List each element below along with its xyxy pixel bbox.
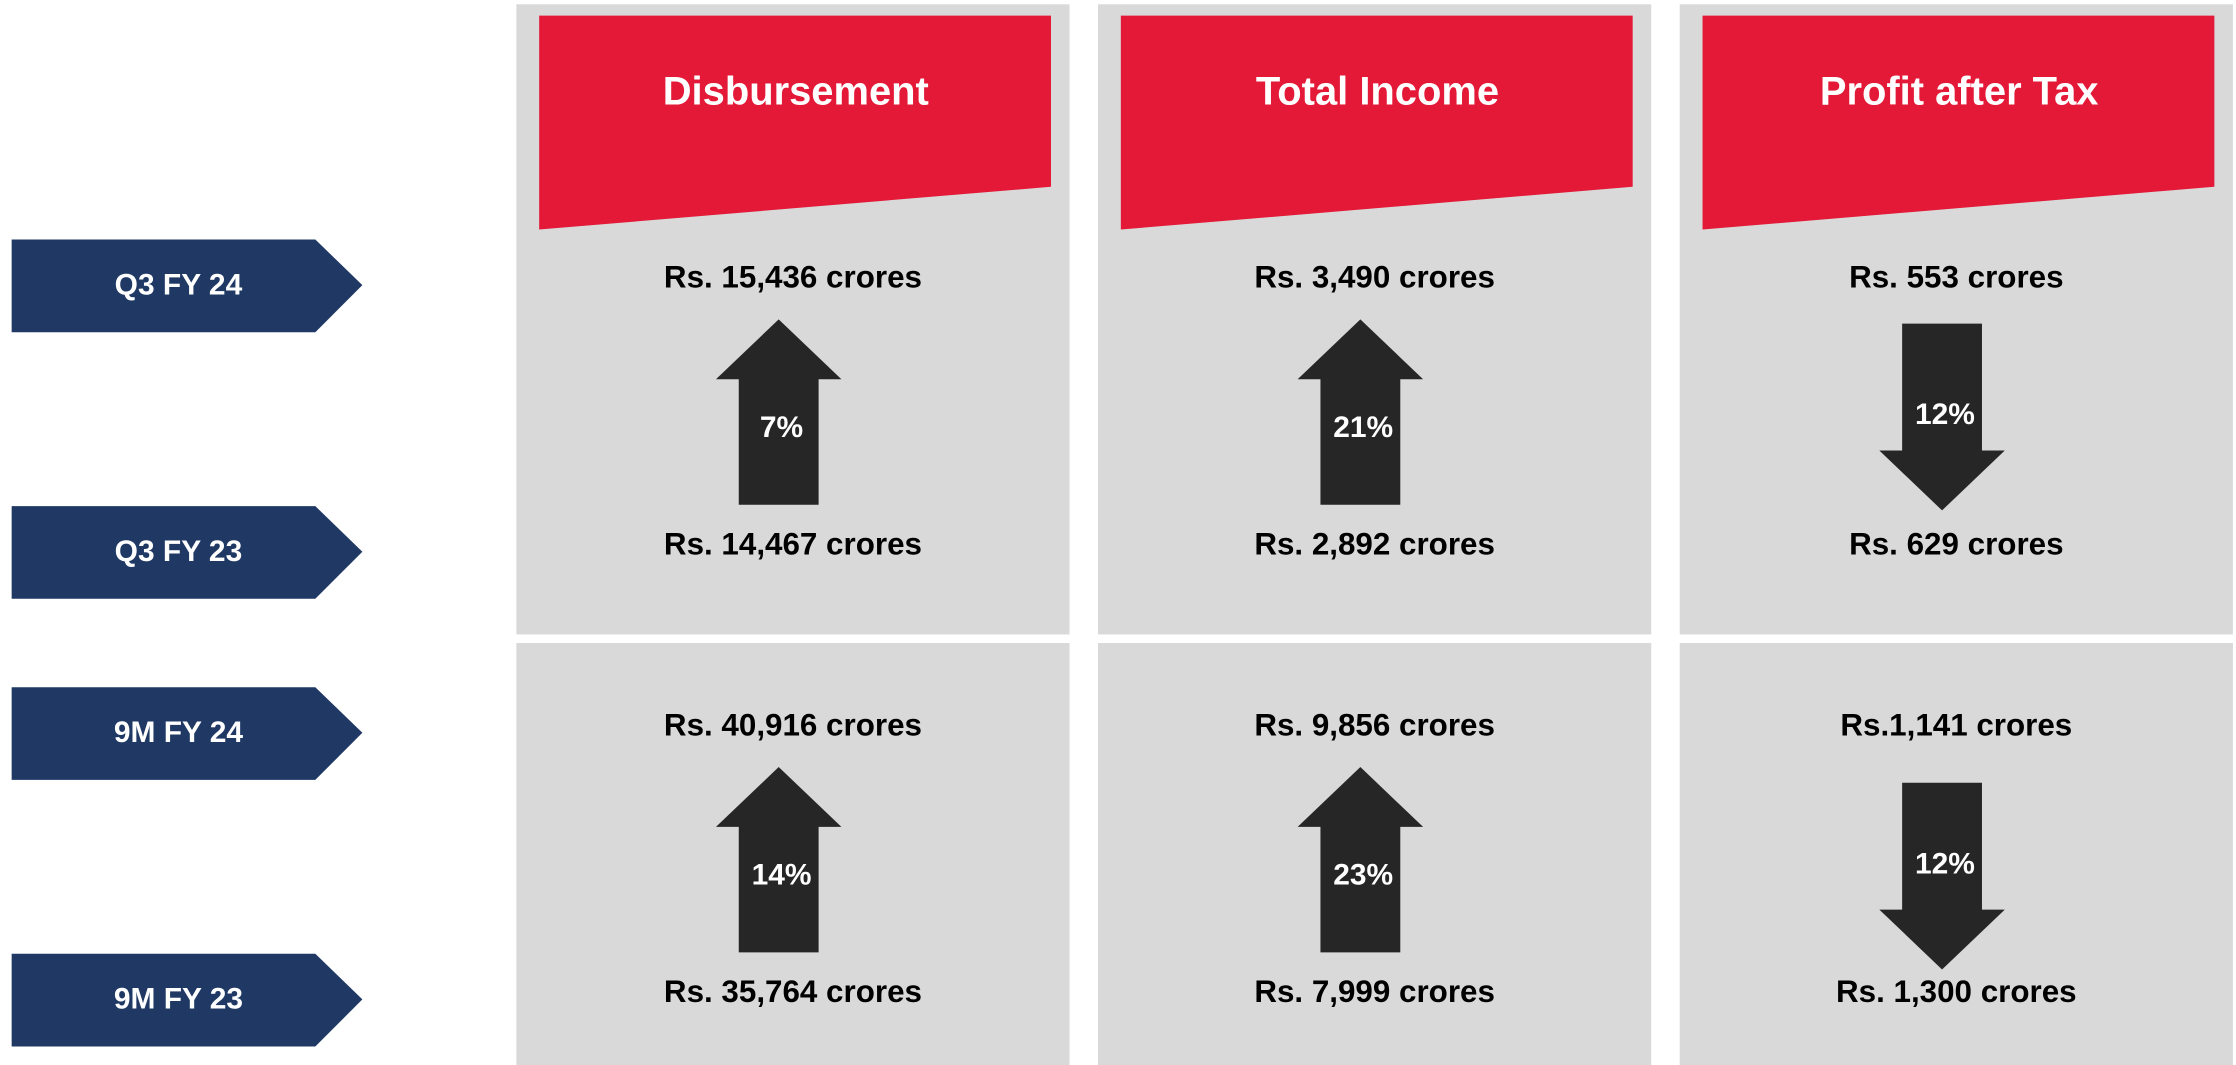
prior-value: Rs. 7,999 crores xyxy=(1254,974,1495,1009)
change-percent: 7% xyxy=(760,411,803,444)
column-title: Profit after Tax xyxy=(1820,70,2099,114)
prior-value: Rs. 1,300 crores xyxy=(1836,974,2077,1009)
current-value: Rs.1,141 crores xyxy=(1840,707,2072,742)
prior-value: Rs. 14,467 crores xyxy=(664,526,922,561)
row-label: Q3 FY 24 xyxy=(115,268,243,301)
change-arrow xyxy=(1297,319,1424,505)
row-label: Q3 FY 23 xyxy=(115,535,243,568)
change-arrow xyxy=(1879,323,2005,511)
current-value: Rs. 3,490 crores xyxy=(1254,260,1495,295)
current-value: Rs. 40,916 crores xyxy=(664,707,922,742)
row-label: 9M FY 23 xyxy=(114,983,243,1016)
change-percent: 21% xyxy=(1333,411,1393,444)
prior-value: Rs. 35,764 crores xyxy=(664,974,922,1009)
current-value: Rs. 15,436 crores xyxy=(664,260,922,295)
row-label-tag xyxy=(11,953,363,1047)
current-value: Rs. 9,856 crores xyxy=(1254,707,1495,742)
header-banner xyxy=(1702,15,2215,230)
header-banner xyxy=(1120,15,1633,230)
change-arrow xyxy=(1879,782,2005,970)
change-arrow xyxy=(1297,767,1424,953)
row-label-tag xyxy=(11,506,363,599)
row-label-tag xyxy=(11,239,363,333)
change-percent: 23% xyxy=(1333,859,1393,892)
change-percent: 14% xyxy=(752,859,812,892)
change-percent: 12% xyxy=(1915,398,1975,431)
change-percent: 12% xyxy=(1915,847,1975,880)
current-value: Rs. 553 crores xyxy=(1849,260,2063,295)
prior-value: Rs. 629 crores xyxy=(1849,526,2063,561)
row-label: 9M FY 24 xyxy=(114,716,244,749)
change-arrow xyxy=(715,767,842,953)
change-arrow xyxy=(715,319,842,505)
column-title: Total Income xyxy=(1256,70,1499,114)
row-label-tag xyxy=(11,687,363,780)
header-banner xyxy=(539,15,1051,230)
column-title: Disbursement xyxy=(663,70,929,114)
prior-value: Rs. 2,892 crores xyxy=(1254,526,1495,561)
